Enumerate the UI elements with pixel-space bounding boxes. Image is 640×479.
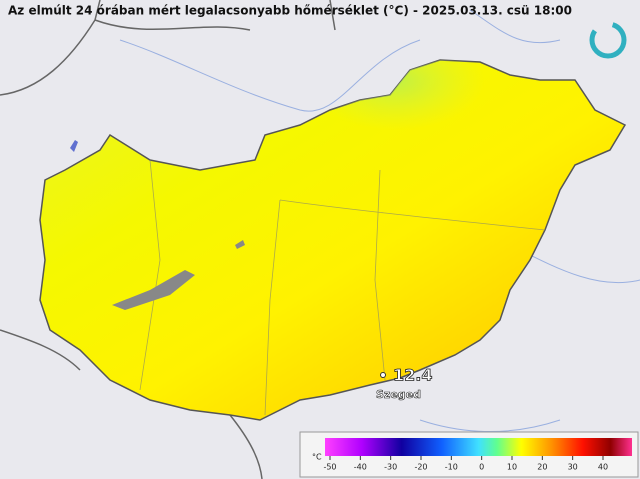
colorbar-tick-label: 10 (507, 463, 517, 472)
rivers (119, 9, 640, 432)
lake (235, 240, 245, 249)
colorbar-tick-label: -40 (354, 463, 367, 472)
colorbar-tick-label: 20 (537, 463, 547, 472)
colorbar-tick-label: -10 (445, 463, 458, 472)
colorbar-unit: °C (312, 453, 322, 462)
colorbar-tick-label: -50 (323, 463, 336, 472)
colorbar-tick-label: -30 (384, 463, 397, 472)
cooler-area (255, 60, 510, 200)
county-lines (139, 159, 546, 416)
station-dot (380, 372, 386, 378)
lake (70, 140, 78, 152)
map-title: Az elmúlt 24 órában mért legalacsonyabb … (8, 4, 572, 18)
borders (0, 0, 336, 479)
colorbar-tick-label: 0 (479, 463, 484, 472)
logo (589, 21, 627, 59)
station-value: 12.4 (393, 366, 432, 385)
colorbar-tick-label: -20 (414, 463, 427, 472)
lake-balaton (112, 270, 195, 310)
station-name: Szeged (376, 388, 421, 401)
colorbar-tick-label: 30 (568, 463, 578, 472)
colorbar-tick-label: 40 (598, 463, 608, 472)
colorbar (325, 438, 632, 456)
